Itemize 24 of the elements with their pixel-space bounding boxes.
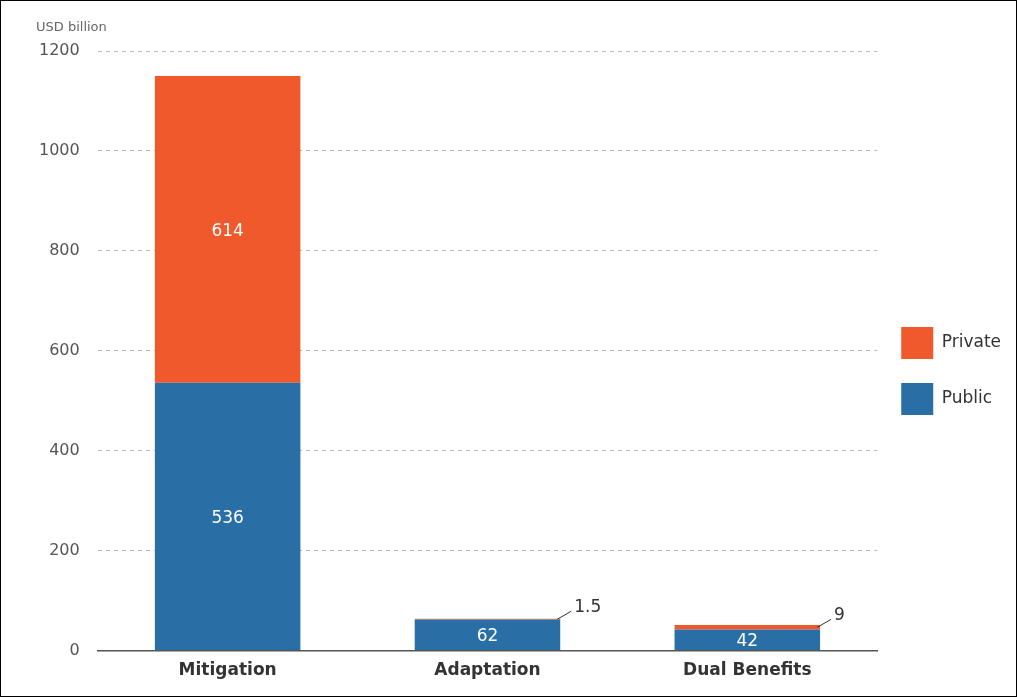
data-label: 42 <box>736 630 759 651</box>
data-label: 1.5 <box>574 595 602 616</box>
y-tick-label: 800 <box>49 240 80 260</box>
x-tick-label: Mitigation <box>178 659 277 680</box>
x-tick-label: Dual Benefits <box>683 659 812 680</box>
y-tick-label: 600 <box>49 339 80 359</box>
y-tick-label: 200 <box>49 539 80 559</box>
bar <box>154 382 301 651</box>
y-tick-label: 1000 <box>39 140 80 160</box>
data-label: 614 <box>211 219 244 240</box>
legend-label: Private <box>941 331 1002 352</box>
y-axis-title: USD billion <box>36 19 107 35</box>
legend-label: Public <box>941 387 993 408</box>
y-tick-label: 1200 <box>39 40 80 60</box>
bar <box>414 619 561 651</box>
bar <box>154 75 301 383</box>
bar <box>674 625 821 630</box>
x-tick-label: Adaptation <box>434 659 541 680</box>
data-label: 536 <box>211 506 244 527</box>
data-label: 62 <box>476 625 499 646</box>
y-tick-label: 0 <box>69 639 80 659</box>
y-tick-label: 400 <box>49 439 80 459</box>
bar <box>674 629 821 651</box>
data-label: 9 <box>834 603 845 624</box>
